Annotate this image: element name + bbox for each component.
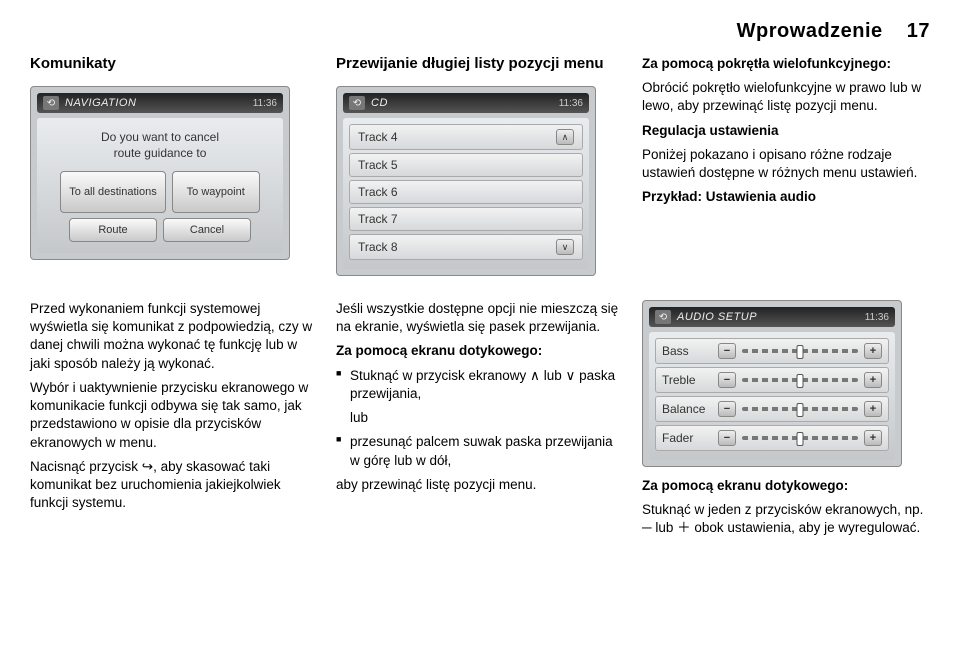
back-icon[interactable]: ⟲	[43, 96, 59, 110]
nav-body: Do you want to cancel route guidance to …	[37, 118, 283, 253]
btn-cancel[interactable]: Cancel	[163, 218, 251, 242]
page-number: 17	[907, 20, 930, 42]
slider[interactable]	[742, 375, 858, 385]
track-row[interactable]: Track 5	[349, 153, 583, 177]
cd-topbar: ⟲ CD 11:36	[343, 93, 589, 113]
slider[interactable]	[742, 404, 858, 414]
nav-topbar: ⟲ NAVIGATION 11:36	[37, 93, 283, 113]
nav-btn-row2: Route Cancel	[43, 218, 277, 242]
nav-msg-line2: route guidance to	[114, 146, 207, 160]
para-m1: Jeśli wszystkie dostępne opcji nie miesz…	[336, 300, 624, 336]
para-l3: Nacisnąć przycisk ↪, aby skasować taki k…	[30, 458, 318, 513]
subhead-dotyk2: Za pomocą ekranu dotykowego:	[642, 478, 848, 493]
heading-komunikaty: Komunikaty	[30, 55, 318, 72]
audio-setup-screenshot: ⟲ AUDIO SETUP 11:36 Bass − + Treble − +	[642, 300, 902, 467]
bullet-item: przesunąć palcem suwak paska przewijania…	[336, 433, 624, 469]
audio-label: Balance	[662, 402, 718, 416]
section-title: Wprowadzenie	[737, 20, 883, 42]
slider[interactable]	[742, 433, 858, 443]
col-mid-bottom: Jeśli wszystkie dostępne opcji nie miesz…	[336, 300, 624, 544]
para-l2: Wybór i uaktywnienie przycisku ekranoweg…	[30, 379, 318, 452]
audio-body: Bass − + Treble − + Balance − +	[649, 332, 895, 460]
btn-route[interactable]: Route	[69, 218, 157, 242]
bullet-item: Stuknąć w przycisk ekranowy ∧ lub ∨ pask…	[336, 367, 624, 403]
row-top: Komunikaty ⟲ NAVIGATION 11:36 Do you wan…	[30, 55, 930, 286]
btn-to-waypoint[interactable]: To waypoint	[172, 171, 260, 213]
slider[interactable]	[742, 346, 858, 356]
subhead-pokretlo: Za pomocą pokrętła wielofunkcyjnego:	[642, 56, 891, 71]
col-right-top: Za pomocą pokrętła wielofunkcyjnego: Obr…	[642, 55, 930, 286]
btn-to-all-destinations[interactable]: To all destinations	[60, 171, 165, 213]
minus-button[interactable]: −	[718, 430, 736, 446]
plus-button[interactable]: +	[864, 401, 882, 417]
minus-button[interactable]: −	[718, 372, 736, 388]
audio-row-balance: Balance − +	[655, 396, 889, 422]
scroll-up-icon[interactable]: ∧	[556, 129, 574, 145]
subhead-dotyk1: Za pomocą ekranu dotykowego:	[336, 343, 542, 358]
track-label: Track 4	[358, 130, 398, 144]
audio-time: 11:36	[865, 312, 889, 323]
col-right-bottom: ⟲ AUDIO SETUP 11:36 Bass − + Treble − +	[642, 300, 930, 544]
plus-button[interactable]: +	[864, 372, 882, 388]
back-icon[interactable]: ⟲	[349, 96, 365, 110]
bullet-list: przesunąć palcem suwak paska przewijania…	[336, 433, 624, 469]
minus-button[interactable]: −	[718, 343, 736, 359]
plus-button[interactable]: +	[864, 430, 882, 446]
audio-title: AUDIO SETUP	[677, 311, 865, 323]
audio-label: Treble	[662, 373, 718, 387]
nav-title: NAVIGATION	[65, 97, 253, 109]
col-left-bottom: Przed wykonaniem funkcji systemowej wyśw…	[30, 300, 318, 544]
audio-label: Fader	[662, 431, 718, 445]
cd-body: Track 4 ∧ Track 5 Track 6 Track 7 Track …	[343, 118, 589, 269]
track-label: Track 8	[358, 240, 398, 254]
page-header: Wprowadzenie 17	[30, 20, 930, 43]
nav-time: 11:36	[253, 98, 277, 109]
heading-przewijanie: Przewijanie długiej listy pozycji menu	[336, 55, 624, 72]
col-przewijanie: Przewijanie długiej listy pozycji menu ⟲…	[336, 55, 624, 286]
audio-label: Bass	[662, 344, 718, 358]
subhead-przyklad: Przykład: Ustawienia audio	[642, 189, 816, 204]
audio-row-bass: Bass − +	[655, 338, 889, 364]
audio-topbar: ⟲ AUDIO SETUP 11:36	[649, 307, 895, 327]
subhead-regulacja: Regulacja ustawienia	[642, 123, 779, 138]
track-label: Track 6	[358, 185, 398, 199]
cd-time: 11:36	[559, 98, 583, 109]
cd-title: CD	[371, 97, 559, 109]
back-icon[interactable]: ⟲	[655, 310, 671, 324]
text-or: lub	[336, 409, 624, 427]
track-label: Track 7	[358, 212, 398, 226]
text-pokretlo: Obrócić pokrętło wielofunkcyjne w prawo …	[642, 79, 930, 115]
row-bottom: Przed wykonaniem funkcji systemowej wyśw…	[30, 300, 930, 544]
para-l1: Przed wykonaniem funkcji systemowej wyśw…	[30, 300, 318, 373]
minus-button[interactable]: −	[718, 401, 736, 417]
text-regulacja: Poniżej pokazano i opisano różne rodzaje…	[642, 146, 930, 182]
plus-button[interactable]: +	[864, 343, 882, 359]
audio-row-fader: Fader − +	[655, 425, 889, 451]
track-row[interactable]: Track 7	[349, 207, 583, 231]
para-r1: Stuknąć w jeden z przycisków ekranowych,…	[642, 501, 930, 537]
track-row[interactable]: Track 6	[349, 180, 583, 204]
para-m-end: aby przewinąć listę pozycji menu.	[336, 476, 624, 494]
track-row[interactable]: Track 8 ∨	[349, 234, 583, 260]
nav-dialog-screenshot: ⟲ NAVIGATION 11:36 Do you want to cancel…	[30, 86, 290, 260]
cd-list-screenshot: ⟲ CD 11:36 Track 4 ∧ Track 5 Track 6 Tra…	[336, 86, 596, 276]
nav-btn-row1: To all destinations To waypoint	[43, 171, 277, 213]
scroll-down-icon[interactable]: ∨	[556, 239, 574, 255]
nav-message: Do you want to cancel route guidance to	[43, 124, 277, 171]
track-label: Track 5	[358, 158, 398, 172]
col-komunikaty: Komunikaty ⟲ NAVIGATION 11:36 Do you wan…	[30, 55, 318, 286]
track-row[interactable]: Track 4 ∧	[349, 124, 583, 150]
bullet-list: Stuknąć w przycisk ekranowy ∧ lub ∨ pask…	[336, 367, 624, 403]
audio-row-treble: Treble − +	[655, 367, 889, 393]
nav-msg-line1: Do you want to cancel	[101, 130, 219, 144]
